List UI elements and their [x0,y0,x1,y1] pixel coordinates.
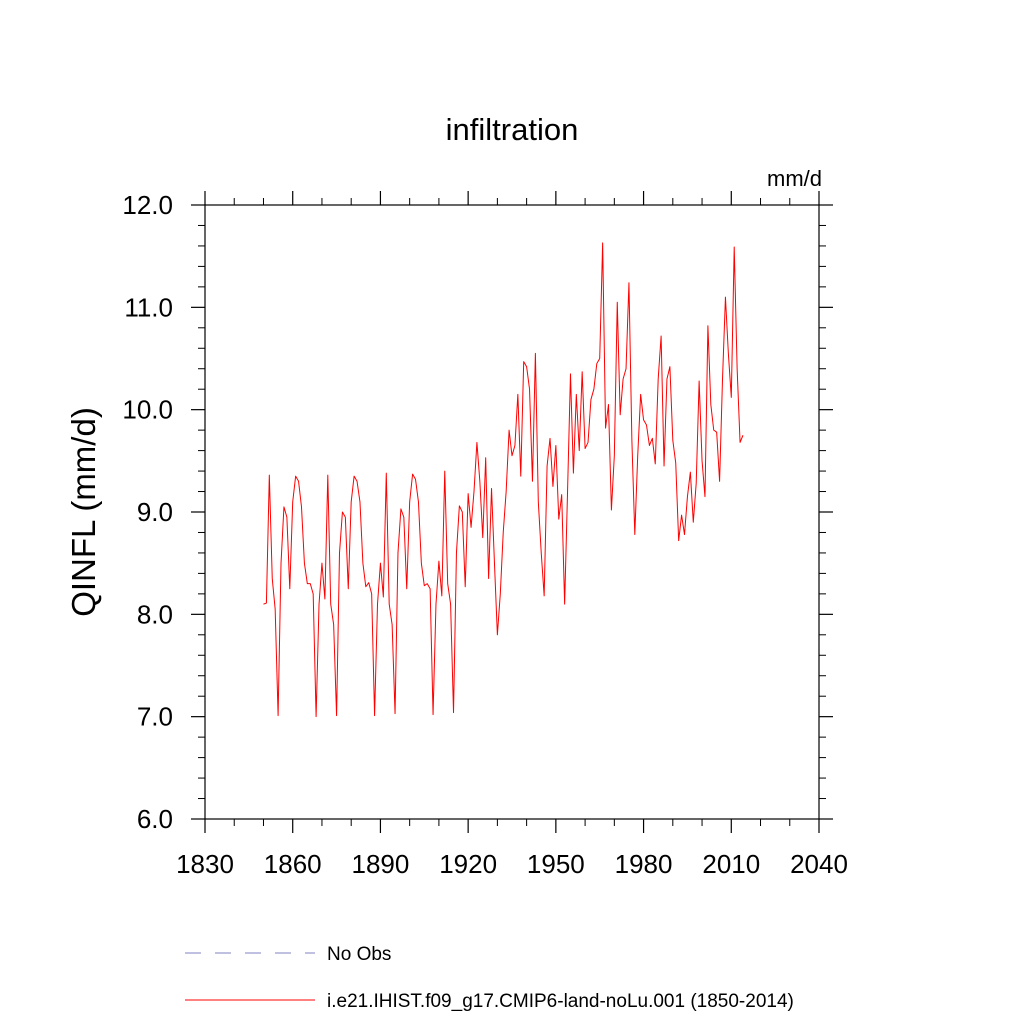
major-ticks [191,191,833,833]
x-tick-label: 2040 [790,849,848,879]
x-tick-label: 1950 [527,849,585,879]
tick-labels: 1830 1860 1890 1920 1950 1980 2010 2040 6.0 7.0 8.… [122,190,848,879]
units-label: mm/d [767,166,822,191]
y-tick-label: 12.0 [122,190,173,220]
y-tick-label: 7.0 [137,702,173,732]
x-tick-label: 1980 [615,849,673,879]
legend-model-label: i.e21.IHIST.f09_g17.CMIP6-land-noLu.001 … [327,991,794,1012]
x-tick-label: 1830 [176,849,234,879]
y-tick-label: 10.0 [122,395,173,425]
plot-frame [204,204,820,820]
y-tick-label: 11.0 [124,292,173,322]
y-axis-label: QINFL (mm/d) [65,407,102,617]
x-tick-label: 1890 [352,849,410,879]
x-tick-label: 2010 [702,849,760,879]
y-tick-label: 6.0 [137,804,173,834]
series-layer [263,242,744,718]
x-tick-label: 1860 [264,849,322,879]
chart-title: infiltration [446,112,579,147]
y-tick-label: 9.0 [137,497,173,527]
legend: No Obs i.e21.IHIST.f09_g17.CMIP6-land-no… [185,944,794,1012]
x-tick-label: 1920 [439,849,497,879]
legend-no-obs-label: No Obs [327,944,391,965]
y-tick-label: 8.0 [137,599,173,629]
minor-ticks [198,198,826,826]
series-line-0 [263,242,744,718]
